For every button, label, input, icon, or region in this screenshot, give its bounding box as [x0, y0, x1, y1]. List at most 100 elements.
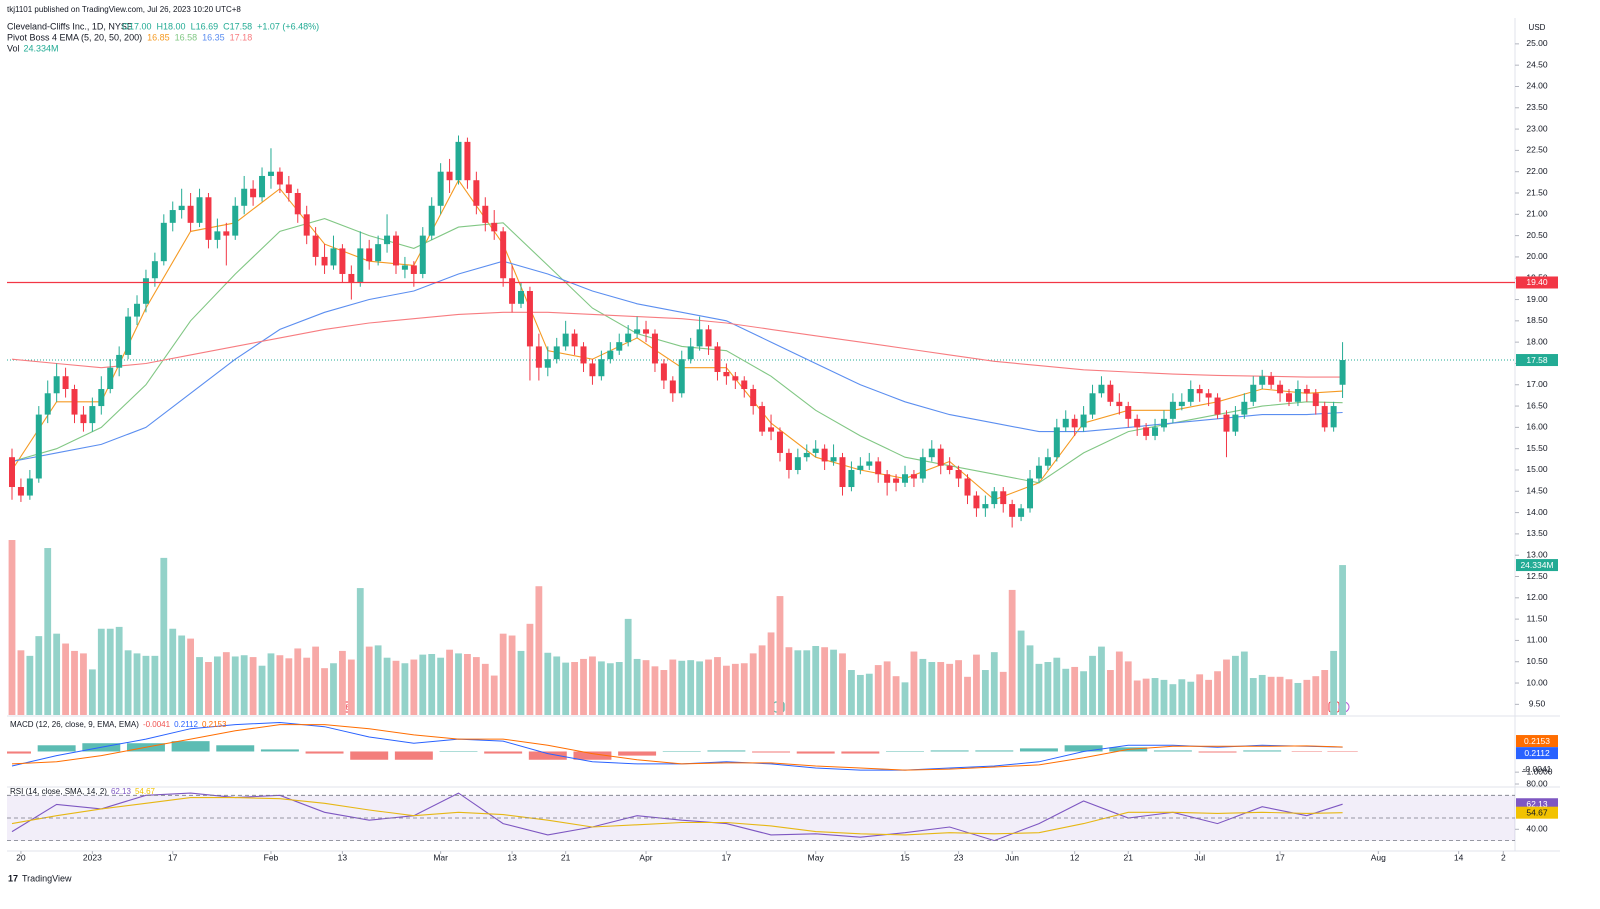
candle-body [241, 188, 248, 206]
candle-body [53, 376, 60, 394]
volume-bar [892, 676, 900, 715]
volume-bar [213, 656, 221, 715]
candle-body [625, 333, 632, 343]
macd-histogram-bar [484, 751, 523, 754]
axis-label: 0.2153 [1524, 736, 1550, 746]
volume-bar [231, 656, 239, 715]
candle-body [187, 205, 194, 223]
macd-histogram-axis-label: -0.0041 [1523, 764, 1552, 774]
volume-bar [1232, 655, 1239, 715]
volume-bar [240, 655, 248, 715]
candle-body [178, 205, 185, 211]
macd-histogram-bar [1198, 751, 1237, 753]
candle-body [1339, 360, 1346, 385]
candle-body [196, 197, 203, 223]
volume-bar [97, 628, 105, 715]
candle-body [1089, 393, 1096, 415]
ema-line [11, 260, 1343, 463]
candle-body [267, 171, 274, 176]
volume-bar [856, 674, 864, 715]
candle-body [651, 333, 658, 364]
volume-bar [544, 652, 552, 715]
macd-histogram-bar [171, 741, 210, 752]
ema-legend-value: 16.35 [202, 32, 225, 42]
candle-body [151, 261, 158, 279]
volume-bar [339, 650, 346, 715]
y-tick-label: 21.50 [1526, 187, 1548, 197]
volume-bar [758, 645, 766, 715]
volume-bar [1285, 679, 1293, 715]
candle-body [169, 210, 176, 223]
volume-bar [1187, 681, 1195, 715]
volume-bar [196, 657, 203, 715]
volume-bar [428, 654, 436, 715]
axis-label: 17.58 [1526, 355, 1548, 365]
y-tick-label: 20.50 [1526, 230, 1548, 240]
ema-legend-value: 17.18 [230, 32, 253, 42]
candle-body [384, 235, 391, 245]
candle-body [1116, 401, 1123, 407]
volume-bar [1142, 678, 1150, 715]
volume-bar [26, 655, 34, 715]
candle-body [660, 363, 667, 381]
candle-body [893, 478, 900, 483]
axis-label-box [1516, 354, 1558, 367]
y-tick-label: 19.00 [1526, 294, 1548, 304]
candle-body [1178, 401, 1185, 407]
candle-body [98, 389, 105, 407]
candle-body [1330, 406, 1337, 428]
volume-bar [1098, 646, 1105, 715]
candle-body [598, 359, 605, 377]
volume-bar [347, 659, 355, 715]
ohlc-value: O17.00 [122, 21, 152, 31]
candle-body [125, 316, 132, 355]
volume-bar [937, 662, 945, 715]
volume-bar [312, 646, 320, 715]
candle-body [1169, 401, 1176, 419]
volume-bar [660, 670, 668, 715]
candle-body [732, 376, 739, 381]
volume-bar [535, 586, 543, 715]
volume-bar [874, 665, 882, 715]
volume-bar [44, 548, 52, 715]
candle-body [902, 474, 908, 483]
candle-body [1268, 376, 1275, 385]
volume-bar [955, 660, 962, 715]
volume-bar [740, 663, 748, 715]
volume-bar [749, 653, 757, 715]
candle-body [839, 457, 846, 488]
volume-bar [419, 654, 427, 715]
volume-bar [589, 656, 596, 715]
candle-body [1062, 418, 1069, 428]
volume-bar [964, 676, 971, 715]
volume-bar [1124, 661, 1132, 715]
volume-bar [249, 657, 257, 715]
macd-histogram-bar [350, 751, 389, 760]
volume-bar [142, 655, 150, 715]
candle-body [1187, 389, 1194, 402]
currency: USD [1529, 23, 1546, 32]
volume-bar [839, 653, 846, 715]
candle-body [785, 452, 792, 470]
candle-body [500, 231, 507, 279]
candle-body [669, 380, 676, 394]
candle-body [205, 197, 212, 240]
volume-bar [321, 668, 328, 715]
volume-bar [330, 663, 337, 715]
candle-body [276, 171, 283, 185]
candle-body [1294, 389, 1301, 402]
volume-bar [285, 658, 293, 715]
volume-bar [1071, 666, 1079, 715]
candle-body [26, 478, 33, 496]
x-tick-label: Aug [1371, 852, 1386, 862]
volume-bar [8, 540, 16, 715]
volume-title: Vol [7, 43, 20, 53]
candle-body [1223, 414, 1230, 432]
candle-body [1312, 393, 1319, 407]
candle-body [401, 265, 408, 270]
macd-histogram-bar [1291, 751, 1323, 752]
volume-bar [865, 673, 873, 715]
volume-bar [1249, 678, 1257, 715]
candle-body [71, 389, 78, 415]
candle-body [973, 495, 980, 509]
